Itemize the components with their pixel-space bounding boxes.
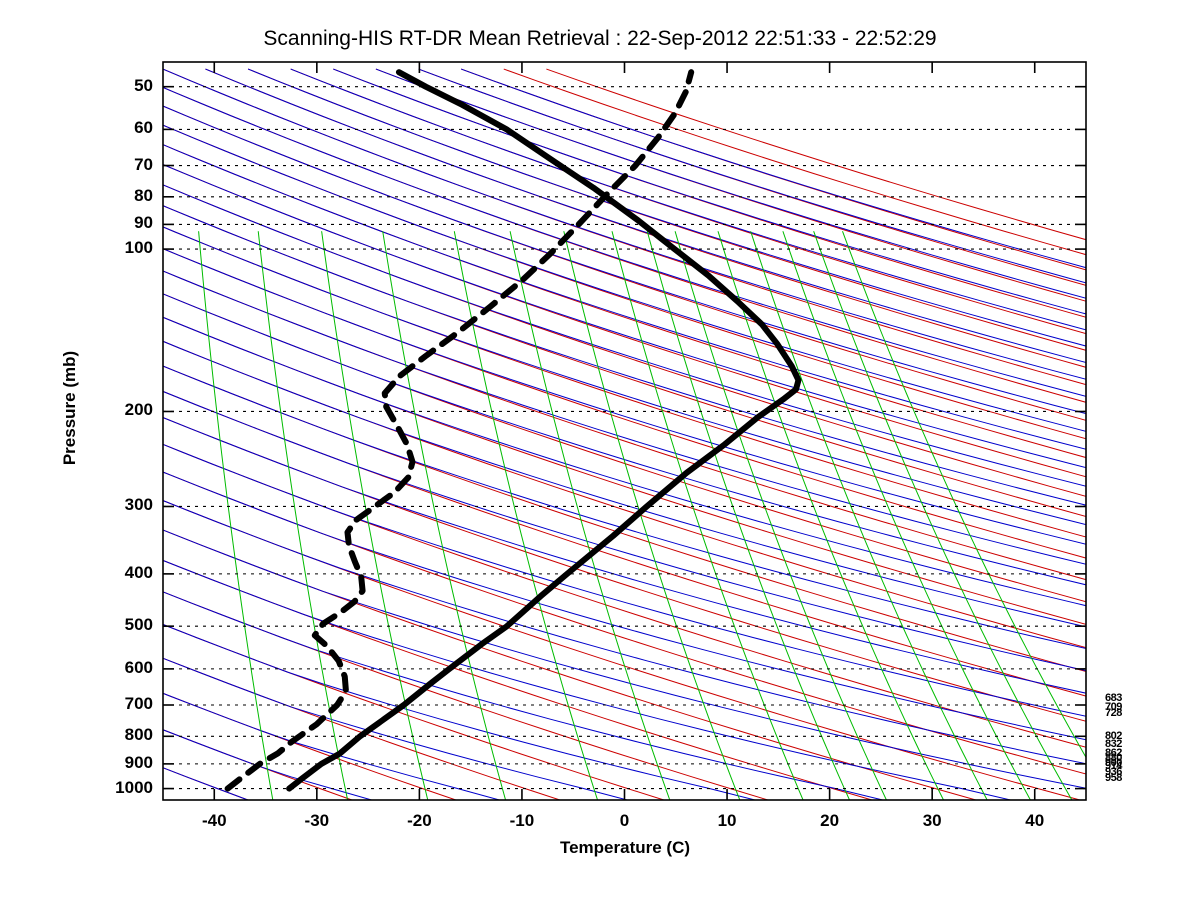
level-label: 936 xyxy=(1105,766,1122,779)
y-tick-label: 60 xyxy=(134,118,153,138)
y-tick-label: 90 xyxy=(134,213,153,233)
y-axis-title: Pressure (mb) xyxy=(60,350,79,466)
y-tick-label: 500 xyxy=(124,615,153,635)
x-tick-label: 10 xyxy=(717,811,737,830)
level-label: 832 xyxy=(1105,738,1122,751)
x-tick-label: -40 xyxy=(201,811,227,830)
x-tick-label: -10 xyxy=(509,811,535,830)
y-tick-label: 50 xyxy=(134,75,153,95)
plot-frame xyxy=(162,61,1087,801)
level-label: 880 xyxy=(1105,751,1122,764)
isobar-gridlines xyxy=(163,86,1086,790)
x-tick-label: 20 xyxy=(820,811,840,830)
y-tick-label: 70 xyxy=(134,154,153,174)
level-label: 900 xyxy=(1105,756,1122,769)
x-tick-label: 0 xyxy=(619,811,630,830)
y-tick-label: 700 xyxy=(124,694,153,713)
axis-ticks xyxy=(163,62,1086,800)
level-label: 683 xyxy=(1105,692,1122,705)
background-reference-lines xyxy=(163,68,1086,800)
y-tick-label: 80 xyxy=(134,185,153,205)
y-tick-label: 900 xyxy=(124,752,153,772)
level-label: 802 xyxy=(1105,729,1122,742)
y-tick-label: 200 xyxy=(124,400,153,420)
y-tick-label: 1000 xyxy=(115,777,153,797)
x-tick-label: -20 xyxy=(407,811,432,830)
x-tick-label: 30 xyxy=(922,811,942,830)
y-tick-label: 300 xyxy=(124,495,153,515)
level-label: 914 xyxy=(1105,760,1122,773)
y-tick-label: 100 xyxy=(124,238,153,258)
y-tick-label: 600 xyxy=(124,657,153,677)
level-label: 862 xyxy=(1105,746,1122,759)
y-tick-label: 400 xyxy=(124,562,153,582)
y-tick-label: 800 xyxy=(124,725,153,745)
page-title: Scanning-HIS RT-DR Mean Retrieval : 22-S… xyxy=(263,27,937,50)
level-label: 958 xyxy=(1105,771,1122,784)
sounding-profiles xyxy=(224,69,802,792)
x-tick-label: 40 xyxy=(1025,811,1045,830)
x-axis-title: Temperature (C) xyxy=(559,838,691,857)
x-tick-label: -30 xyxy=(304,811,330,830)
level-label: 709 xyxy=(1105,700,1122,713)
level-label: 728 xyxy=(1105,707,1122,720)
